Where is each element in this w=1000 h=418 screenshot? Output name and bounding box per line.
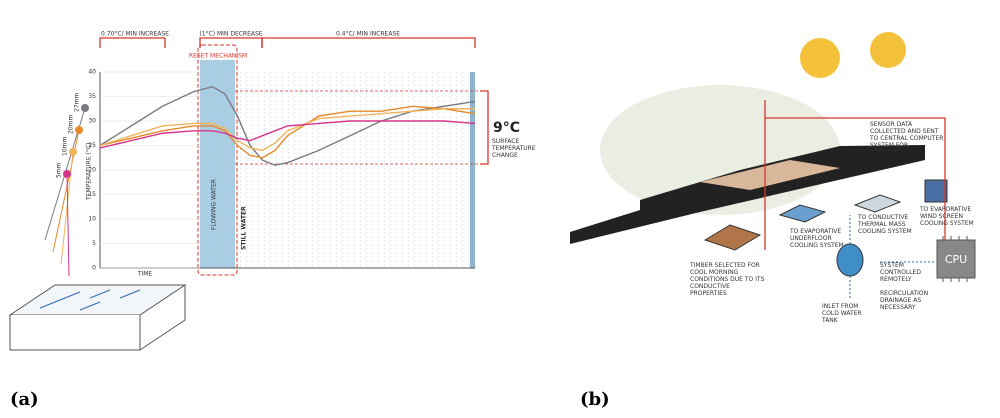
note: TO EVAPORATIVE UNDERFLOOR COOLING SYSTEM (790, 228, 845, 249)
y-tick-label: 15 (88, 191, 96, 198)
note-box: TO EVAPORATIVE UNDERFLOOR COOLING SYSTEM (790, 228, 845, 258)
note-box: SENSOR DATA COLLECTED AND SENT TO CENTRA… (870, 121, 945, 151)
timber-sample (705, 225, 760, 250)
sun (800, 38, 840, 78)
still-water-region (235, 72, 475, 268)
legend-label: 27mm (74, 93, 81, 112)
legend-marker (69, 148, 77, 156)
y-tick-label: 30 (88, 118, 96, 125)
bracket (100, 38, 165, 48)
caption: (a) (10, 389, 39, 410)
legend-marker (63, 170, 71, 178)
y-tick-label: 10 (88, 216, 96, 223)
note-box: TO EVAPORATIVE WIND SCREEN COOLING SYSTE… (920, 206, 980, 236)
y-tick-label: 5 (92, 240, 96, 247)
note: TO EVAPORATIVE WIND SCREEN COOLING SYSTE… (920, 206, 980, 227)
annotation-box: SURFACE TEMPERATURE CHANGE (492, 138, 540, 178)
legend-label: 10mm (62, 137, 69, 156)
underfloor-unit (780, 205, 825, 222)
note: RECIRCULATION DRAINAGE AS NECESSARY (880, 290, 940, 311)
flowing-water-band (200, 60, 235, 268)
bracket (200, 38, 262, 48)
figure: 0.70°C/ MIN INCREASE (1°C) MIN DECREASE … (0, 0, 1000, 414)
annotation: RESET MECHANISM (189, 53, 247, 60)
note: INLET FROM COLD WATER TANK (822, 303, 877, 324)
note-box: TIMBER SELECTED FOR COOL MORNING CONDITI… (690, 262, 765, 302)
y-tick-label: 25 (88, 142, 96, 149)
note-box: INLET FROM COLD WATER TANK (822, 303, 877, 325)
annotation: (1°C) MIN DECREASE (199, 31, 262, 38)
note: SENSOR DATA COLLECTED AND SENT TO CENTRA… (870, 121, 945, 151)
note-box: SYSTEM CONTROLLED REMOTELY (880, 262, 940, 282)
note-box: RECIRCULATION DRAINAGE AS NECESSARY (880, 290, 940, 312)
annotation: 0.4°C/ MIN INCREASE (336, 31, 400, 38)
cpu-label: CPU (945, 253, 967, 266)
bracket (262, 38, 475, 48)
annotation: SURFACE TEMPERATURE CHANGE (492, 138, 540, 159)
y-tick-label: 0 (92, 265, 96, 272)
note: TIMBER SELECTED FOR COOL MORNING CONDITI… (690, 262, 765, 297)
legend-marker (81, 104, 89, 112)
legend-label: 5mm (56, 162, 63, 178)
y-tick-label: 20 (88, 167, 96, 174)
thermal-mass-unit (855, 195, 900, 212)
wind-screen-unit (925, 180, 947, 202)
annotation: FLOWING WATER (211, 179, 218, 230)
note-box: TO CONDUCTIVE THERMAL MASS COOLING SYSTE… (858, 214, 918, 244)
legend-label: 20mm (68, 115, 75, 134)
x-axis-label: TIME (137, 271, 153, 278)
note: TO CONDUCTIVE THERMAL MASS COOLING SYSTE… (858, 214, 918, 235)
sun (870, 32, 906, 68)
range-bracket (480, 91, 488, 164)
annotation: 9°C (493, 120, 520, 136)
legend-marker (75, 126, 83, 134)
test-box-top (10, 285, 185, 315)
y-tick-label: 35 (88, 93, 96, 100)
annotation: 0.70°C/ MIN INCREASE (101, 31, 169, 38)
annotation: STILL WATER (241, 206, 248, 250)
note: SYSTEM CONTROLLED REMOTELY (880, 262, 940, 282)
caption: (b) (580, 389, 610, 410)
y-tick-label: 40 (88, 69, 96, 76)
